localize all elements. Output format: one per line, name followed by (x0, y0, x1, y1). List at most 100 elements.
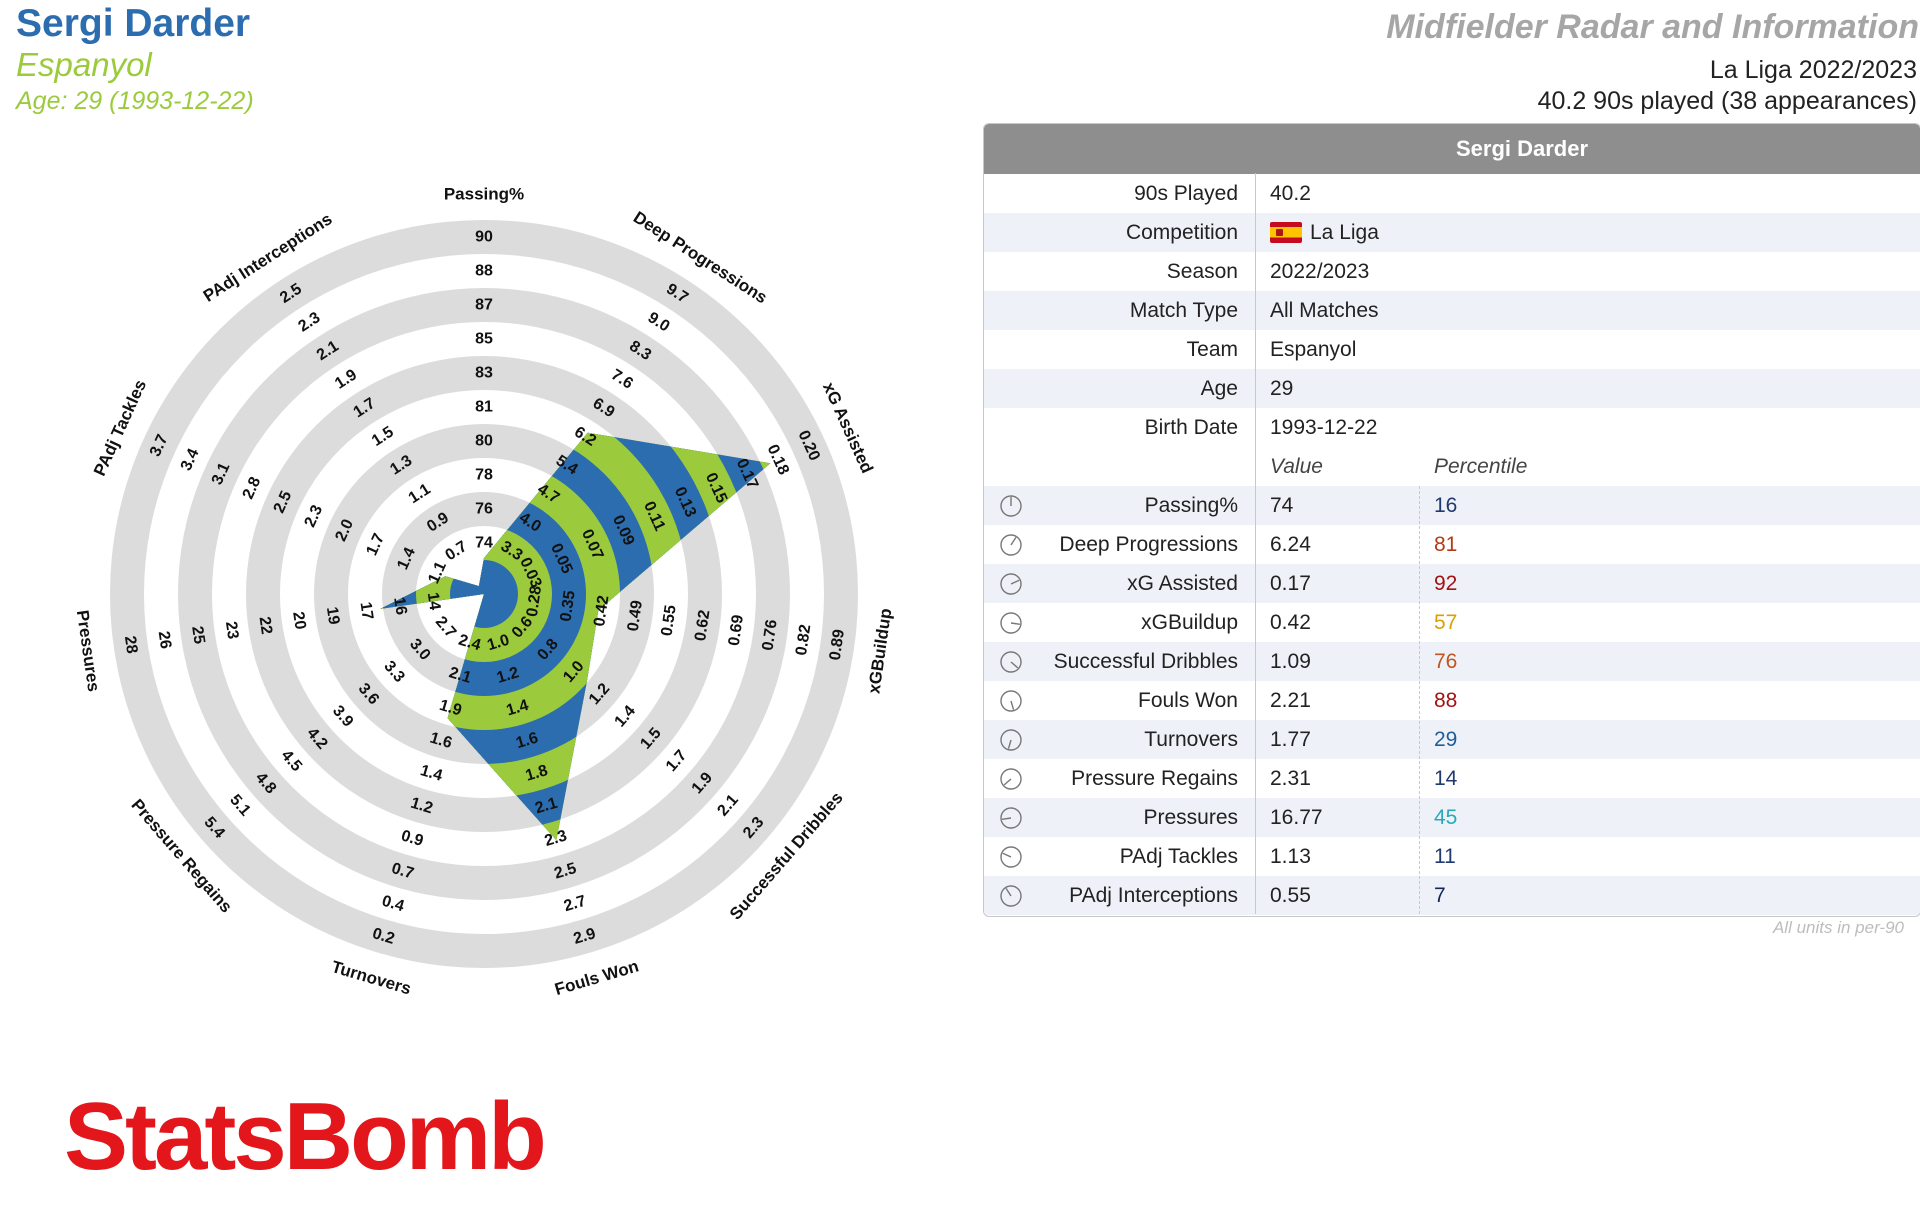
radar-metric-label: Turnovers (329, 957, 413, 998)
info-row: Match Type All Matches (984, 291, 1920, 330)
stat-row: PAdj Interceptions 0.55 7 (984, 876, 1920, 915)
radar-tick-label: 26 (155, 630, 174, 650)
table-divider (1255, 173, 1256, 914)
radar-tick-label: 1.4 (418, 762, 444, 785)
radar-tick-label: 0.2 (370, 925, 396, 948)
info-value-text: La Liga (1310, 220, 1379, 244)
radar-tick-label: 0.9 (399, 827, 425, 850)
stat-value: 0.55 (1270, 883, 1311, 907)
info-value: 2022/2023 (1254, 260, 1418, 284)
radar-tick-label: 0.42 (591, 594, 612, 627)
info-value-text: 40.2 (1270, 181, 1311, 205)
info-label: 90s Played (1134, 181, 1238, 205)
radar-tick-label: 0.62 (692, 609, 713, 642)
stat-value: 6.24 (1270, 532, 1311, 556)
table-dashed-divider (1419, 486, 1420, 914)
stat-percentile: 81 (1434, 532, 1458, 556)
radar-tick-label: 1.6 (514, 729, 540, 752)
info-table: Sergi Darder 90s Played 40.2 Competition La… (983, 123, 1920, 917)
stat-value: 1.09 (1270, 649, 1311, 673)
spain-flag-icon (1270, 222, 1302, 243)
stat-label: xGBuildup (1141, 610, 1238, 634)
stat-label: PAdj Tackles (1119, 844, 1238, 868)
stat-label: Turnovers (1144, 727, 1238, 751)
info-value: 40.2 (1254, 182, 1418, 206)
stat-row: Turnovers 1.77 29 (984, 720, 1920, 759)
radar-tick-label: 88 (475, 263, 493, 280)
stat-row: Pressure Regains 2.31 14 (984, 759, 1920, 798)
pie-clock-icon (984, 494, 1038, 518)
info-value: All Matches (1254, 299, 1418, 323)
radar-tick-label: 2.5 (552, 860, 578, 883)
radar-tick-label: 0.82 (793, 623, 814, 656)
radar-chart: 74767880818385878890Passing%3.34.04.75.4… (73, 185, 896, 1000)
pie-clock-icon (984, 611, 1038, 635)
info-row: 90s Played 40.2 (984, 174, 1920, 213)
stat-percentile: 76 (1434, 649, 1458, 673)
radar-tick-label: 1.4 (504, 697, 530, 720)
stat-label: Deep Progressions (1059, 532, 1238, 556)
radar-metric-label: Passing% (444, 185, 524, 204)
stat-row: PAdj Tackles 1.13 11 (984, 837, 1920, 876)
stat-value: 74 (1270, 493, 1294, 517)
stat-row: Successful Dribbles 1.09 76 (984, 642, 1920, 681)
radar-tick-label: 28 (121, 635, 140, 655)
radar-tick-label: 2.1 (533, 795, 559, 818)
league-season: La Liga 2022/2023 (1709, 56, 1917, 84)
info-label: Team (1186, 337, 1238, 361)
info-label: Birth Date (1144, 415, 1238, 439)
radar-tick-label: 1.2 (409, 795, 435, 818)
stat-value: 1.77 (1270, 727, 1311, 751)
stat-label: Successful Dribbles (1053, 649, 1238, 673)
radar-tick-label: 87 (475, 297, 493, 314)
radar-tick-label: 16 (390, 596, 409, 616)
info-rows: 90s Played 40.2 Competition La Liga Season 20… (984, 174, 1920, 447)
radar-tick-label: 17 (357, 601, 376, 621)
pie-clock-icon (984, 845, 1038, 869)
radar-tick-label: 80 (475, 433, 493, 450)
radar-tick-label: 0.28 (524, 585, 545, 618)
pie-clock-icon (984, 806, 1038, 830)
stat-percentile: 57 (1434, 610, 1458, 634)
radar-tick-label: 2.9 (572, 925, 598, 948)
stat-row: xGBuildup 0.42 57 (984, 603, 1920, 642)
pie-clock-icon (984, 650, 1038, 674)
stat-percentile: 45 (1434, 805, 1458, 829)
radar-metric-label: Fouls Won (552, 956, 640, 999)
stat-percentile: 92 (1434, 571, 1458, 595)
pie-clock-icon (984, 572, 1038, 596)
info-label: Season (1166, 259, 1238, 283)
stat-percentile: 16 (1434, 493, 1458, 517)
stat-value: 1.13 (1270, 844, 1311, 868)
radar-tick-label: 20 (289, 611, 308, 631)
info-value: Espanyol (1254, 338, 1418, 362)
pie-clock-icon (984, 533, 1038, 557)
radar-tick-label: 0.55 (658, 604, 679, 637)
radar-tick-label: 1.6 (428, 730, 454, 753)
info-row: Team Espanyol (984, 330, 1920, 369)
radar-tick-label: 74 (475, 535, 493, 552)
team-name: Espanyol (16, 46, 152, 83)
stat-label: Pressure Regains (1071, 766, 1238, 790)
column-header-row: Value Percentile (984, 447, 1920, 486)
pie-clock-icon (984, 689, 1038, 713)
radar-tick-label: 19 (323, 606, 342, 626)
info-row: Season 2022/2023 (984, 252, 1920, 291)
info-value-text: All Matches (1270, 298, 1379, 322)
info-value: 29 (1254, 377, 1418, 401)
radar-tick-label: 0.76 (759, 618, 780, 651)
radar-metric-label: Pressures (73, 609, 104, 693)
value-column-header: Value (1270, 454, 1323, 478)
stat-label: xG Assisted (1127, 571, 1238, 595)
info-row: Age 29 (984, 369, 1920, 408)
info-value: La Liga (1254, 221, 1418, 245)
radar-tick-label: 83 (475, 365, 493, 382)
table-header: Sergi Darder (984, 124, 1920, 174)
radar-tick-label: 0.7 (390, 860, 416, 883)
pie-clock-icon (984, 884, 1038, 908)
pie-clock-icon (984, 728, 1038, 752)
stat-percentile: 14 (1434, 766, 1458, 790)
radar-tick-label: 1.8 (524, 762, 550, 785)
radar-metric-label: xGBuildup (864, 607, 895, 695)
info-row: Birth Date 1993-12-22 (984, 408, 1920, 447)
